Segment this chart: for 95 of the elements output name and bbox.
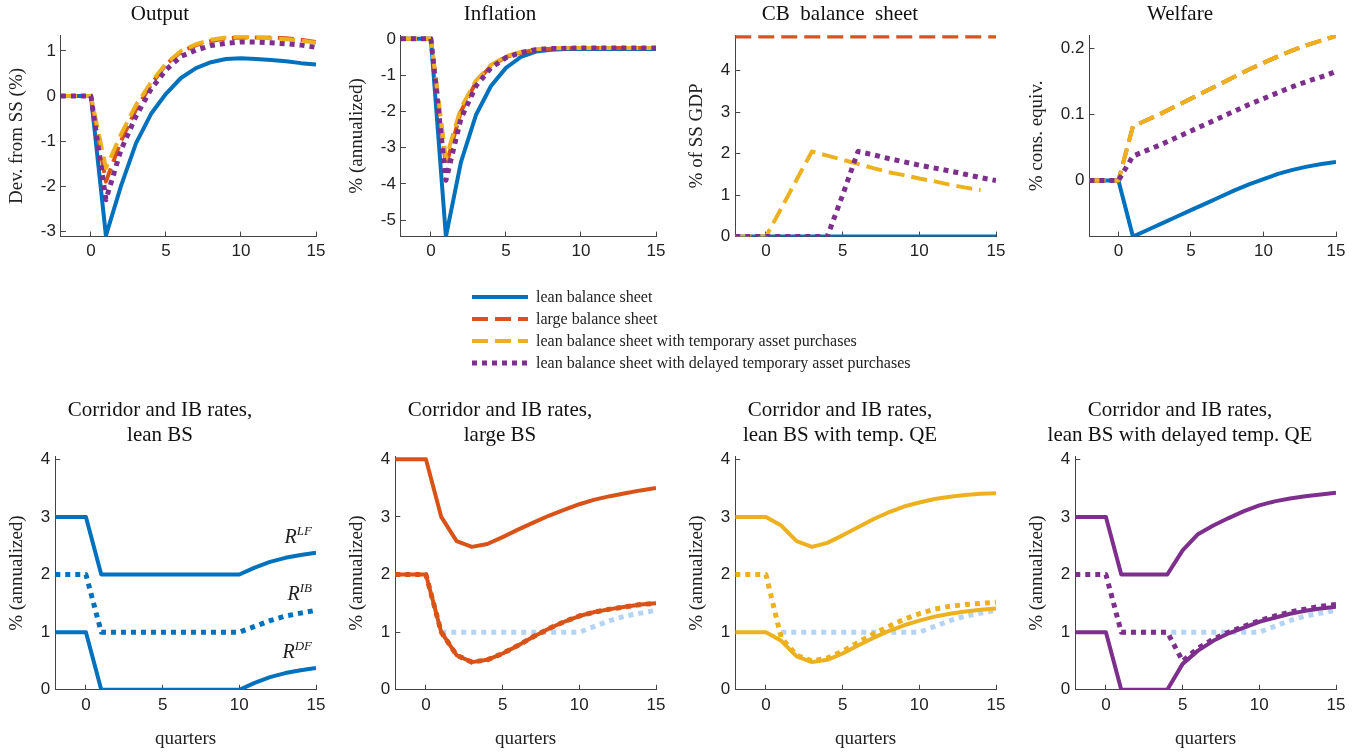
y-tick-label: 3 xyxy=(40,506,51,526)
x-tick-label: 10 xyxy=(571,241,591,261)
x-tick-label: 15 xyxy=(646,241,666,261)
y-tick-label: 3 xyxy=(1060,506,1071,526)
y-tick-label: 0 xyxy=(1074,170,1085,190)
chart-title: Output xyxy=(130,1,190,26)
y-tick-label: 2 xyxy=(1060,564,1071,584)
y-tick-label: -1 xyxy=(40,130,56,150)
x-tick-label: 15 xyxy=(986,241,1006,261)
x-tick-label: 5 xyxy=(1177,694,1188,714)
y-tick-label: 1 xyxy=(1060,621,1071,641)
x-tick-label: 0 xyxy=(761,241,771,261)
legend-label: lean balance sheet xyxy=(536,288,653,306)
y-tick-label: 1 xyxy=(720,621,731,641)
y-axis-title: % (annualized) xyxy=(1025,515,1048,631)
y-axis-title: Dev. from SS (%) xyxy=(5,67,28,204)
x-tick-label: 0 xyxy=(421,694,431,714)
chart-title: Corridor and IB rates, lean BS with delayed temp. QE xyxy=(1047,397,1313,447)
y-tick-label: 4 xyxy=(720,448,731,468)
y-axis-title: % (annualized) xyxy=(345,78,368,194)
y-tick-label: 2 xyxy=(40,564,51,584)
y-tick-label: 0 xyxy=(46,85,56,105)
chart-title: CB balance sheet xyxy=(761,1,919,26)
x-tick-label: 15 xyxy=(646,694,666,714)
x-tick-label: 0 xyxy=(81,694,91,714)
x-tick-label: 15 xyxy=(986,694,1006,714)
y-tick-label: 0 xyxy=(40,679,51,699)
x-tick-label: 5 xyxy=(161,241,171,261)
y-tick-label: 1 xyxy=(40,621,51,641)
y-axis-title: % (annualized) xyxy=(5,515,28,631)
x-tick-label: 15 xyxy=(1326,241,1346,261)
chart-title: Inflation xyxy=(463,1,537,26)
y-tick-label: 4 xyxy=(720,60,731,80)
y-tick-label: 3 xyxy=(720,101,731,121)
x-tick-label: 5 xyxy=(837,694,848,714)
x-tick-label: 10 xyxy=(231,241,251,261)
x-tick-label: 0 xyxy=(426,241,436,261)
x-tick-label: 10 xyxy=(909,694,929,714)
y-tick-label: 0 xyxy=(1060,679,1071,699)
y-tick-label: 1 xyxy=(380,621,391,641)
x-tick-label: 5 xyxy=(157,694,168,714)
y-axis-title: % of SS GDP xyxy=(685,83,707,189)
y-tick-label: 2 xyxy=(720,143,731,163)
y-tick-label: 0 xyxy=(380,679,391,699)
x-tick-label: 0 xyxy=(1101,694,1111,714)
y-tick-label: -1 xyxy=(380,64,396,84)
y-tick-label: 4 xyxy=(40,448,51,468)
legend-label: lean balance sheet with delayed temporary asset purchases xyxy=(536,354,911,372)
y-tick-label: -2 xyxy=(380,101,396,121)
y-tick-label: 3 xyxy=(380,506,391,526)
x-tick-label: 10 xyxy=(909,241,929,261)
y-tick-label: 4 xyxy=(1060,448,1071,468)
x-tick-label: 5 xyxy=(1186,241,1196,261)
y-tick-label: 0 xyxy=(386,28,396,48)
x-axis-title: quarters xyxy=(155,726,217,748)
y-axis-title: % cons. equiv. xyxy=(1025,80,1047,192)
chart-title: Corridor and IB rates, lean BS with temp. QE xyxy=(742,397,938,447)
y-axis-title: % (annualized) xyxy=(345,515,368,631)
x-tick-label: 15 xyxy=(306,241,326,261)
x-tick-label: 10 xyxy=(229,694,249,714)
x-tick-label: 15 xyxy=(306,694,326,714)
y-axis-title: % (annualized) xyxy=(685,515,708,631)
y-tick-label: -3 xyxy=(40,220,56,240)
x-axis-title: quarters xyxy=(1175,726,1237,748)
y-tick-label: 0 xyxy=(720,679,731,699)
chart-title: Corridor and IB rates, lean BS xyxy=(67,397,253,447)
y-tick-label: -3 xyxy=(380,137,396,157)
legend-label: lean balance sheet with temporary asset purchases xyxy=(536,332,857,350)
y-tick-label: 2 xyxy=(380,564,391,584)
y-tick-label: 0 xyxy=(720,226,731,246)
y-tick-label: 0.1 xyxy=(1060,104,1085,124)
y-tick-label: 3 xyxy=(720,506,731,526)
x-tick-label: 0 xyxy=(761,694,771,714)
x-axis-title: quarters xyxy=(835,726,897,748)
y-tick-label: 1 xyxy=(46,40,56,60)
x-tick-label: 10 xyxy=(1249,694,1269,714)
y-tick-label: 0.2 xyxy=(1060,38,1085,58)
y-tick-label: 4 xyxy=(380,448,391,468)
y-tick-label: -4 xyxy=(380,173,396,193)
legend-label: large balance sheet xyxy=(536,310,658,328)
x-tick-label: 5 xyxy=(501,241,511,261)
x-tick-label: 5 xyxy=(837,241,848,261)
y-tick-label: -2 xyxy=(40,175,56,195)
x-tick-label: 15 xyxy=(1326,694,1346,714)
x-tick-label: 5 xyxy=(497,694,508,714)
y-tick-label: 2 xyxy=(720,564,731,584)
y-tick-label: 1 xyxy=(720,184,731,204)
x-tick-label: 0 xyxy=(86,241,96,261)
chart-title: Welfare xyxy=(1147,1,1213,26)
chart-title: Corridor and IB rates, large BS xyxy=(407,397,593,447)
x-axis-title: quarters xyxy=(495,726,557,748)
x-tick-label: 10 xyxy=(569,694,589,714)
x-tick-label: 10 xyxy=(1254,241,1273,261)
x-tick-label: 0 xyxy=(1113,241,1124,261)
y-tick-label: -5 xyxy=(380,209,396,229)
